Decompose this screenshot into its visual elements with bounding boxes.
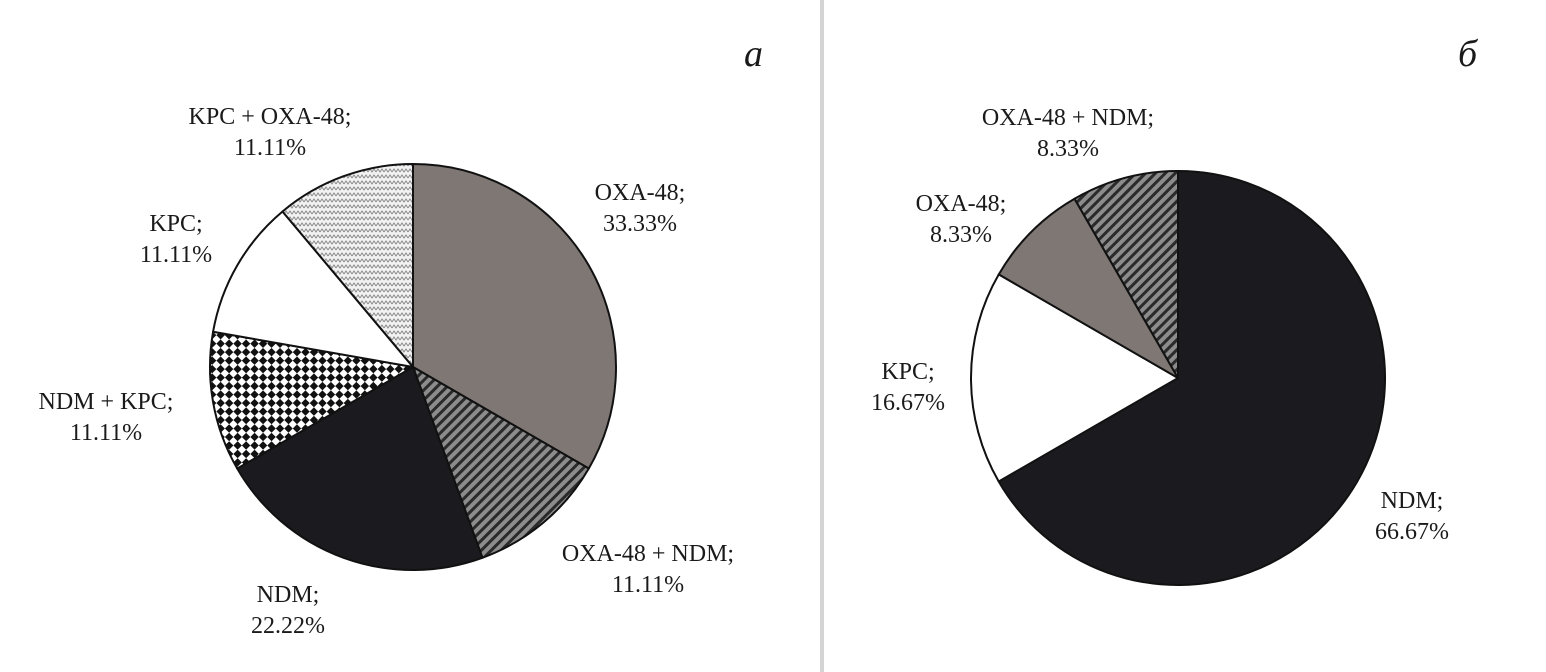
pie-b-label-kpc: KPC; 16.67% — [871, 359, 945, 416]
pie-a-label-ndm-kpc: NDM + KPC; 11.11% — [39, 389, 174, 446]
pie-b-slice-kpc — [970, 273, 1179, 483]
pie-chart-a: OXA-48; 33.33% OXA-48 + NDM; 11.11% NDM; 22.2… — [39, 104, 735, 639]
panel-label-b: б — [1458, 33, 1479, 75]
pie-a-slice-ndm — [236, 366, 484, 572]
pie-b-slice-oxa-48-ndm — [1073, 170, 1179, 379]
slice-label-percent: 11.11% — [612, 572, 684, 598]
slice-label-percent: 66.67% — [1375, 519, 1449, 545]
slice-label-percent: 11.11% — [70, 420, 142, 446]
slice-label-name: OXA-48 + NDM; — [982, 105, 1154, 131]
pie-a-slice-oxa-48 — [412, 163, 617, 470]
slice-label-percent: 11.11% — [140, 242, 212, 268]
pie-a-label-ndm: NDM; 22.22% — [251, 582, 325, 639]
panel-divider — [820, 0, 824, 672]
slice-label-name: NDM + KPC; — [39, 389, 174, 415]
slice-label-name: KPC + OXA-48; — [189, 104, 352, 130]
slice-label-name: KPC; — [149, 211, 202, 237]
pie-b-slice-ndm — [997, 170, 1386, 586]
panel-label-a: а — [744, 33, 763, 75]
slice-label-name: NDM; — [1381, 488, 1444, 514]
slice-label-name: NDM; — [257, 582, 320, 608]
pie-a-label-kpc-oxa-48: KPC + OXA-48; 11.11% — [189, 104, 352, 161]
slice-label-percent: 22.22% — [251, 613, 325, 639]
pie-a-slice-kpc — [212, 210, 414, 368]
pie-a-slice-kpc-oxa-48 — [281, 163, 414, 368]
slice-label-percent: 11.11% — [234, 135, 306, 161]
pie-chart-b: NDM; 66.67%KPC; 16.67%OXA-48; 8.33%OXA-48 +… — [871, 105, 1449, 586]
slice-label-percent: 8.33% — [930, 222, 992, 248]
pie-a-label-oxa-48: OXA-48; 33.33% — [595, 180, 686, 237]
pie-b-label-oxa-48-ndm: OXA-48 + NDM; 8.33% — [982, 105, 1154, 162]
pie-a-slice-ndm-kpc — [208, 330, 414, 470]
pie-b-label-ndm: NDM; 66.67% — [1375, 488, 1449, 545]
slice-label-percent: 16.67% — [871, 390, 945, 416]
pie-a-label-oxa-48-ndm: OXA-48 + NDM; 11.11% — [562, 541, 734, 598]
pie-b-label-oxa-48: OXA-48; 8.33% — [916, 191, 1007, 248]
slice-label-name: OXA-48; — [916, 191, 1007, 217]
slice-label-name: OXA-48 + NDM; — [562, 541, 734, 567]
slice-label-percent: 33.33% — [603, 211, 677, 237]
slice-label-percent: 8.33% — [1037, 136, 1099, 162]
pie-a-label-kpc: KPC; 11.11% — [140, 211, 212, 268]
slice-label-name: OXA-48; — [595, 180, 686, 206]
slice-label-name: KPC; — [881, 359, 934, 385]
pie-a-slice-oxa-48-ndm — [412, 366, 590, 559]
pie-b-slice-oxa-48 — [997, 197, 1179, 379]
